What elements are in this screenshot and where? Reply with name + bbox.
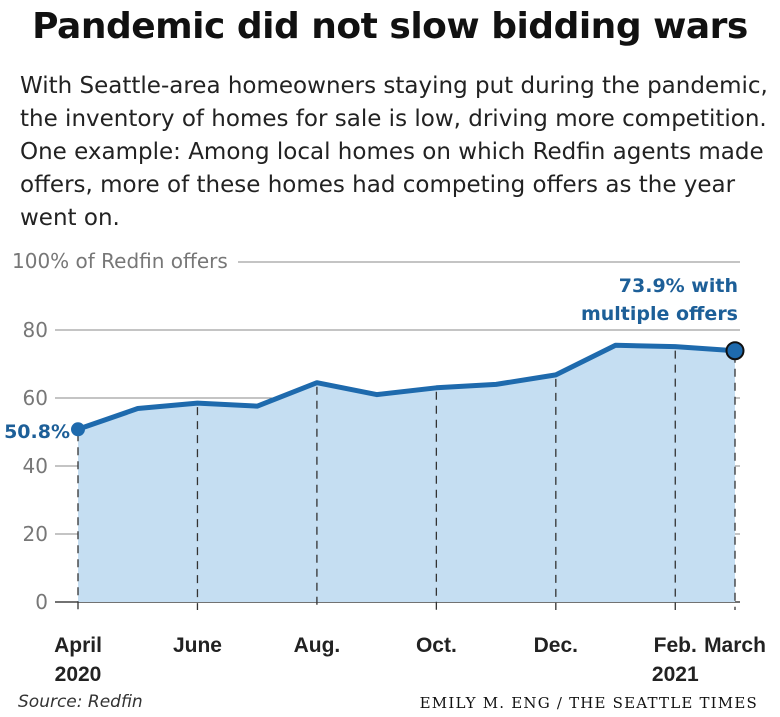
end-point-marker xyxy=(725,341,745,361)
x-tick-label: April xyxy=(54,634,102,657)
x-tick-label: Dec. xyxy=(534,634,578,657)
y-tick-label: 40 xyxy=(23,454,48,478)
x-tick-label: Feb. xyxy=(654,634,697,657)
area-fill xyxy=(78,345,735,602)
end-value-annotation-line2: multiple offers xyxy=(581,303,738,325)
month-dashed-lines xyxy=(77,350,736,610)
x-tick-year-label: 2020 xyxy=(55,663,102,686)
series-line xyxy=(75,342,738,432)
y-tick-label: 0 xyxy=(35,590,48,614)
tick-labels: 0 20 40 60 80 April 2020 June Aug. Oct. Dec. Feb. 20… xyxy=(23,318,766,686)
chart-subtitle: With Seattle-area homeowners staying put… xyxy=(20,73,768,231)
credit-line: EMILY M. ENG / THE SEATTLE TIMES xyxy=(419,694,758,712)
y-tick-label: 80 xyxy=(23,318,48,342)
markers xyxy=(71,341,745,437)
y-tick-label: 20 xyxy=(23,522,48,546)
x-tick-label: Oct. xyxy=(416,634,457,657)
source-note: Source: Redfin xyxy=(18,692,143,712)
x-tick-label: June xyxy=(173,634,222,657)
chart-title: Pandemic did not slow bidding wars xyxy=(32,6,748,47)
start-point-marker xyxy=(71,422,85,437)
y-axis-title: 100% of Redfin offers xyxy=(12,249,228,273)
start-value-annotation: 50.8% xyxy=(4,421,70,443)
x-tick-year-label: 2021 xyxy=(652,663,699,686)
x-tick-label: Aug. xyxy=(294,634,341,657)
end-value-annotation-line1: 73.9% with xyxy=(619,275,738,297)
y-tick-label: 60 xyxy=(23,386,48,410)
x-tick-label: March xyxy=(704,634,766,657)
